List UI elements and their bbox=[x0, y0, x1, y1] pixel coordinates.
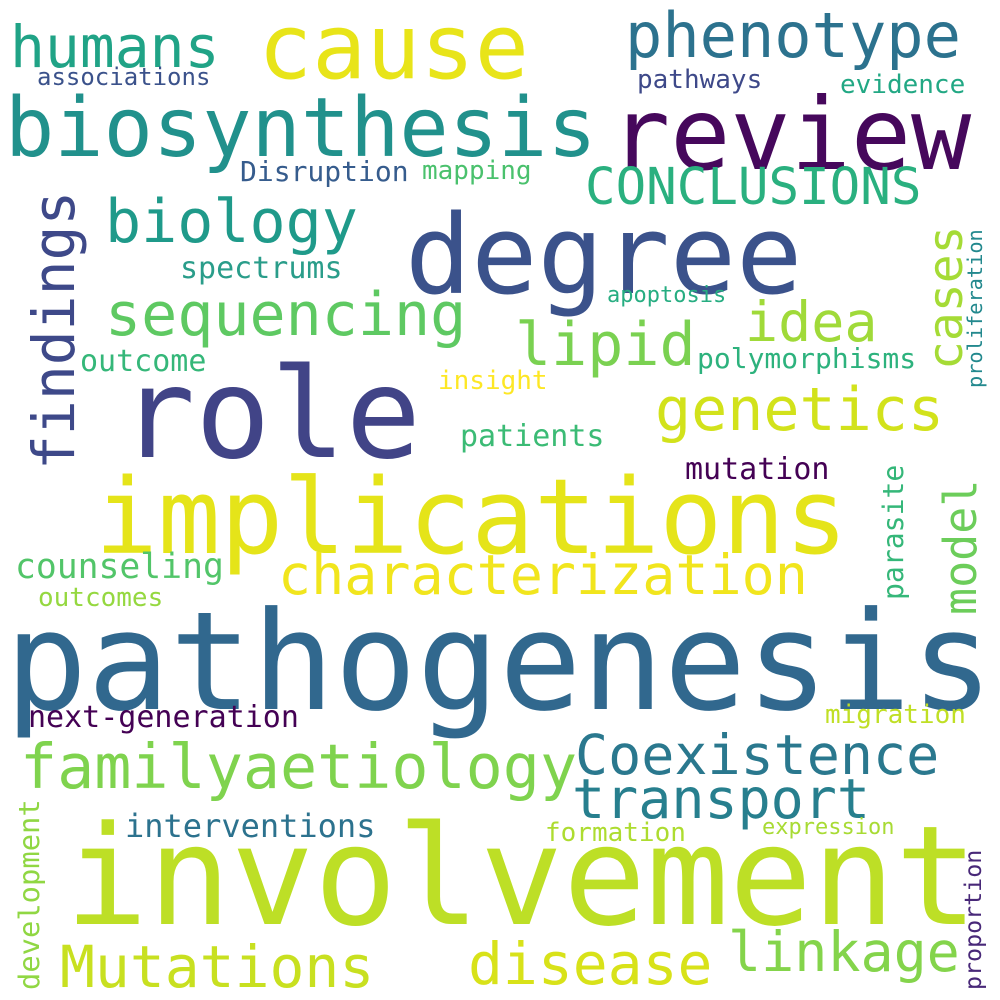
word-biology: biology bbox=[105, 187, 358, 257]
word-biosynthesis: biosynthesis bbox=[5, 81, 597, 176]
word-proliferation: proliferation bbox=[963, 229, 987, 388]
word-findings: findings bbox=[20, 190, 88, 470]
word-insight: insight bbox=[438, 366, 548, 396]
word-review: review bbox=[610, 76, 972, 193]
word-parasite: parasite bbox=[877, 464, 910, 600]
word-characterization: characterization bbox=[278, 543, 808, 607]
word-idea: idea bbox=[745, 290, 878, 354]
word-model: model bbox=[934, 479, 987, 615]
word-expression: expression bbox=[762, 815, 895, 840]
word-humans: humans bbox=[10, 13, 220, 81]
word-transport: transport bbox=[572, 767, 871, 831]
word-proportion: proportion bbox=[960, 849, 987, 990]
word-sequencing: sequencing bbox=[105, 280, 467, 350]
word-cause: cause bbox=[258, 0, 529, 100]
word-pathogenesis: pathogenesis bbox=[5, 583, 994, 742]
word-involvement: involvement bbox=[65, 796, 979, 957]
word-degree: degree bbox=[405, 191, 803, 319]
word-counseling: counseling bbox=[15, 547, 224, 587]
word-role: role bbox=[120, 342, 422, 487]
word-associations: associations bbox=[37, 63, 211, 91]
word-familyaetiology: familyaetiology bbox=[20, 731, 578, 803]
word-pathways: pathways bbox=[637, 65, 763, 95]
word-linkage: linkage bbox=[728, 920, 960, 984]
word-evidence: evidence bbox=[840, 70, 966, 100]
word-outcome: outcome bbox=[80, 344, 207, 379]
word-spectrums: spectrums bbox=[180, 251, 343, 286]
word-genetics: genetics bbox=[655, 375, 944, 445]
word-implications: implications bbox=[95, 456, 848, 578]
word-mapping: mapping bbox=[422, 156, 532, 186]
word-outcomes: outcomes bbox=[38, 583, 164, 613]
word-disease: disease bbox=[468, 930, 713, 998]
word-migration: migration bbox=[825, 700, 966, 730]
word-mutations: Mutations bbox=[60, 933, 375, 1000]
word-phenotype: phenotype bbox=[625, 0, 961, 72]
word-interventions: interventions bbox=[125, 807, 376, 845]
word-formation: formation bbox=[545, 818, 686, 848]
word-conclusions: CONCLUSIONS bbox=[585, 157, 922, 216]
word-next-generation: next-generation bbox=[28, 700, 299, 735]
word-disruption: Disruption bbox=[240, 155, 409, 188]
word-coexistence: Coexistence bbox=[575, 723, 940, 787]
word-polymorphisms: polymorphisms bbox=[697, 342, 917, 375]
word-development: development bbox=[12, 799, 46, 990]
word-lipid: lipid bbox=[515, 310, 696, 380]
word-patients: patients bbox=[460, 419, 605, 454]
word-mutation: mutation bbox=[685, 452, 830, 487]
word-apoptosis: apoptosis bbox=[607, 283, 727, 308]
